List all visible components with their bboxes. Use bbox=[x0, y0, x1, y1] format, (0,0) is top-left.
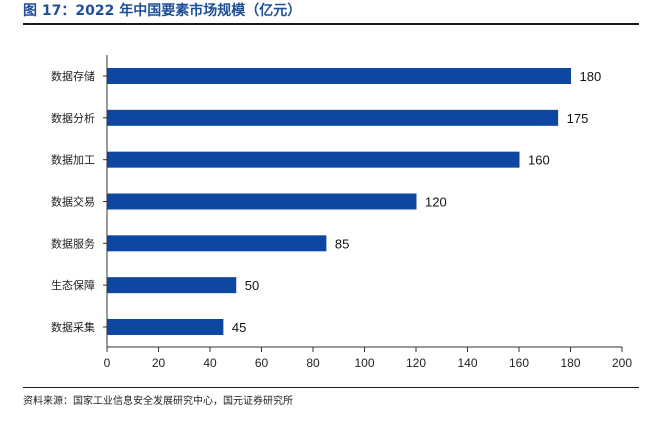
bar bbox=[107, 193, 417, 210]
category-label: 数据采集 bbox=[51, 320, 95, 334]
bar bbox=[107, 151, 520, 168]
x-tick-label: 100 bbox=[354, 356, 374, 370]
x-tick-label: 80 bbox=[306, 356, 320, 370]
data-label: 45 bbox=[232, 320, 246, 335]
bar bbox=[107, 235, 327, 252]
source-note: 资料来源：国家工业信息安全发展研究中心，国元证券研究所 bbox=[23, 396, 293, 407]
category-label: 数据交易 bbox=[51, 194, 95, 208]
x-tick-label: 40 bbox=[203, 356, 217, 370]
data-label: 85 bbox=[335, 236, 349, 251]
x-tick-label: 0 bbox=[104, 356, 111, 370]
data-label: 160 bbox=[528, 153, 550, 168]
category-label: 生态保障 bbox=[51, 278, 95, 292]
x-tick-label: 160 bbox=[509, 356, 529, 370]
x-tick-label: 200 bbox=[612, 356, 632, 370]
category-label: 数据服务 bbox=[51, 236, 95, 250]
x-tick-label: 180 bbox=[560, 356, 580, 370]
category-label: 数据分析 bbox=[51, 111, 95, 125]
data-label: 175 bbox=[567, 111, 589, 126]
title-rule bbox=[23, 23, 639, 25]
bar bbox=[107, 318, 224, 335]
x-tick-label: 20 bbox=[152, 356, 166, 370]
x-tick-label: 120 bbox=[406, 356, 426, 370]
data-label: 180 bbox=[580, 69, 602, 84]
x-tick-label: 60 bbox=[255, 356, 269, 370]
category-label: 数据加工 bbox=[51, 153, 95, 167]
bar bbox=[107, 68, 571, 84]
bar bbox=[107, 109, 559, 126]
bar bbox=[107, 277, 237, 294]
x-tick-label: 140 bbox=[457, 356, 477, 370]
figure-title: 图 17：2022 年中国要素市场规模（亿元） bbox=[23, 3, 302, 19]
data-label: 120 bbox=[425, 194, 447, 209]
category-label: 数据存储 bbox=[51, 69, 95, 83]
data-label: 50 bbox=[245, 278, 259, 293]
source-rule bbox=[23, 387, 639, 388]
